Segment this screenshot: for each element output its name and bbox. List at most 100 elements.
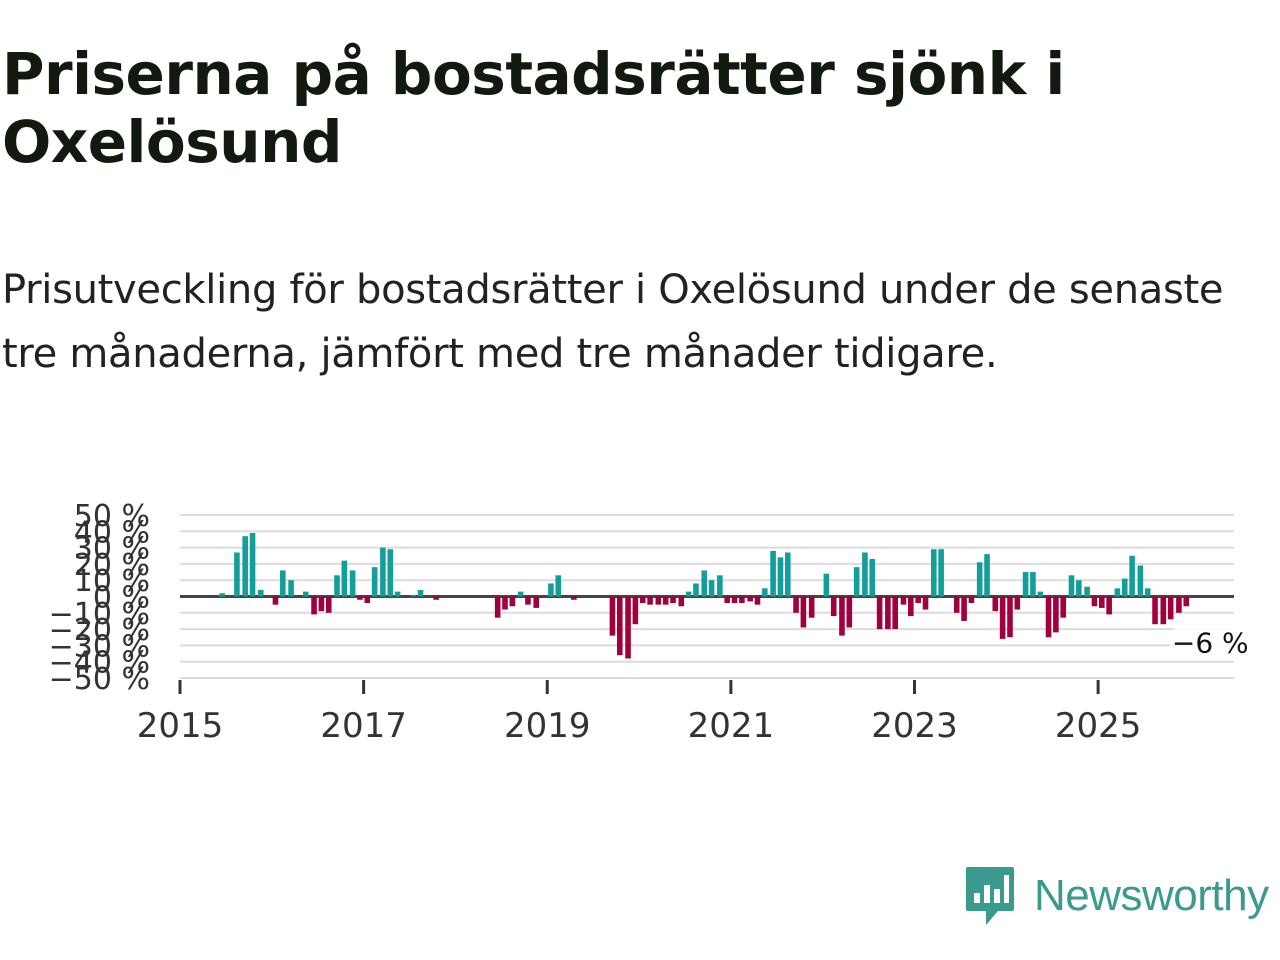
x-tick-label: 2025 [1055,706,1142,746]
y-tick-label: −10 % [49,597,150,632]
bar [509,596,516,607]
bar [717,575,723,597]
bar [770,550,776,597]
bar [724,596,730,604]
bar [555,575,562,597]
bar [762,588,768,597]
bar [839,596,845,636]
chart-title: Priserna på bostadsrätter sjönk i Oxelös… [2,40,1065,176]
y-tick-label: 50 % [74,499,150,534]
x-tick-label: 2021 [688,706,775,746]
y-tick-label: −20 % [49,613,150,648]
bar [678,596,685,607]
bar [525,596,531,605]
bar [823,573,830,597]
bar [1114,588,1121,597]
bar [357,596,363,600]
bar [885,596,891,630]
bar [992,596,999,612]
x-tick-label: 2019 [504,706,591,746]
bar [632,596,639,625]
bar [1144,588,1151,597]
annotation-background [1170,626,1251,661]
bar [655,596,662,605]
bar [616,596,623,656]
bar [961,596,967,621]
bar [517,591,524,597]
bar [1022,572,1029,597]
y-tick-label: 40 % [74,515,150,550]
bar [869,559,876,597]
bar [915,596,921,604]
bar [647,596,653,605]
bar [1014,596,1021,610]
bar [784,552,791,597]
annotation-label: −6 % [1172,626,1249,659]
bar [1167,596,1174,620]
y-tick-label: −40 % [49,646,150,681]
bar [754,596,761,605]
bar [257,589,264,597]
x-tick-label: 2023 [871,706,958,746]
bar [662,596,669,605]
bar [1183,596,1190,607]
y-tick-label: −50 % [49,662,150,697]
bar [862,552,868,597]
bar [1037,591,1044,597]
bar [1152,596,1158,625]
bar [234,552,240,597]
bar [1060,596,1067,618]
bar [1068,575,1075,597]
bar [1007,596,1013,638]
bar [639,596,646,604]
bar [280,570,286,597]
bar [242,536,248,597]
bar [693,583,699,597]
x-tick-label: 2015 [137,706,224,746]
bar [349,570,356,597]
x-tick-label: 2017 [320,706,407,746]
bar [417,589,424,597]
bar [938,549,944,597]
y-tick-label: 10 % [74,564,150,599]
bar [800,596,807,628]
x-axis: 2015 2017 2019 2021 2023 2025 [137,680,1142,746]
bar-chart: 50 %40 %30 %20 %10 %0 %−10 %−20 %−30 %−4… [49,499,1251,746]
bar [625,596,631,659]
bar [1137,565,1144,597]
bar [892,596,899,630]
bar [808,596,815,618]
bar [325,596,332,613]
bar [846,596,853,628]
bar [701,570,708,597]
bar [968,596,975,604]
bar [433,596,439,600]
bar [930,549,937,597]
bar [739,596,745,604]
bar [747,596,753,602]
bar [1045,596,1052,638]
bar [272,596,279,605]
bar [387,549,394,597]
bar [708,580,715,597]
bar [609,596,616,636]
bar [999,596,1006,639]
bar [548,583,554,597]
bar [1121,578,1128,597]
bar [1106,596,1112,615]
bar [571,596,577,600]
y-tick-label: 20 % [74,548,150,583]
bar [1076,580,1082,597]
y-tick-label: 30 % [74,532,150,567]
bar [900,596,907,605]
bar [341,560,348,597]
bar [731,596,738,604]
bar [853,567,860,597]
bar [976,562,983,597]
bar [876,596,883,630]
bar [494,596,501,618]
bar [311,596,317,615]
bar [1053,596,1059,633]
bar [1091,596,1098,607]
bar [1176,596,1182,613]
